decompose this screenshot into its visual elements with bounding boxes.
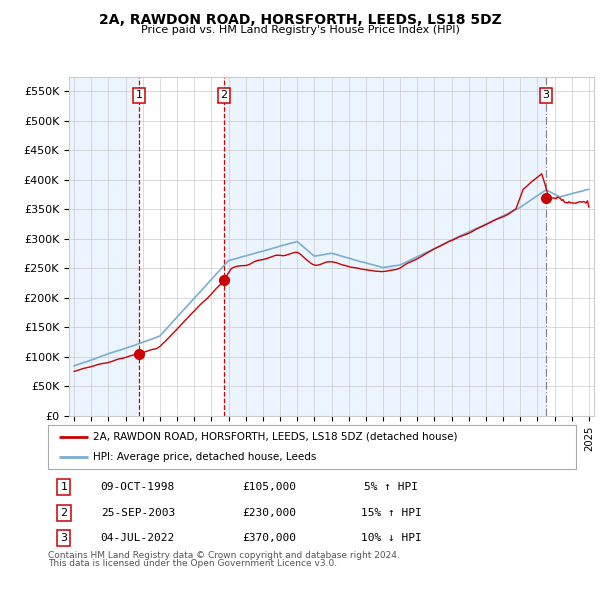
Text: 10% ↓ HPI: 10% ↓ HPI xyxy=(361,533,422,543)
Text: £105,000: £105,000 xyxy=(243,483,297,492)
Text: 2A, RAWDON ROAD, HORSFORTH, LEEDS, LS18 5DZ (detached house): 2A, RAWDON ROAD, HORSFORTH, LEEDS, LS18 … xyxy=(93,432,457,442)
Bar xyxy=(224,77,546,416)
Text: 5% ↑ HPI: 5% ↑ HPI xyxy=(364,483,418,492)
Text: 04-JUL-2022: 04-JUL-2022 xyxy=(101,533,175,543)
Text: 09-OCT-1998: 09-OCT-1998 xyxy=(101,483,175,492)
Text: £370,000: £370,000 xyxy=(243,533,297,543)
Text: Price paid vs. HM Land Registry's House Price Index (HPI): Price paid vs. HM Land Registry's House … xyxy=(140,25,460,35)
Text: Contains HM Land Registry data © Crown copyright and database right 2024.: Contains HM Land Registry data © Crown c… xyxy=(48,552,400,560)
Text: 1: 1 xyxy=(136,90,142,100)
Text: This data is licensed under the Open Government Licence v3.0.: This data is licensed under the Open Gov… xyxy=(48,559,337,568)
Bar xyxy=(69,77,139,416)
Text: 2: 2 xyxy=(220,90,227,100)
Text: 1: 1 xyxy=(61,483,67,492)
Text: 2A, RAWDON ROAD, HORSFORTH, LEEDS, LS18 5DZ: 2A, RAWDON ROAD, HORSFORTH, LEEDS, LS18 … xyxy=(98,13,502,27)
Text: 25-SEP-2003: 25-SEP-2003 xyxy=(101,508,175,517)
Text: 15% ↑ HPI: 15% ↑ HPI xyxy=(361,508,422,517)
Text: HPI: Average price, detached house, Leeds: HPI: Average price, detached house, Leed… xyxy=(93,452,316,462)
Text: £230,000: £230,000 xyxy=(243,508,297,517)
Text: 3: 3 xyxy=(61,533,67,543)
Text: 3: 3 xyxy=(542,90,550,100)
Text: 2: 2 xyxy=(60,508,67,517)
